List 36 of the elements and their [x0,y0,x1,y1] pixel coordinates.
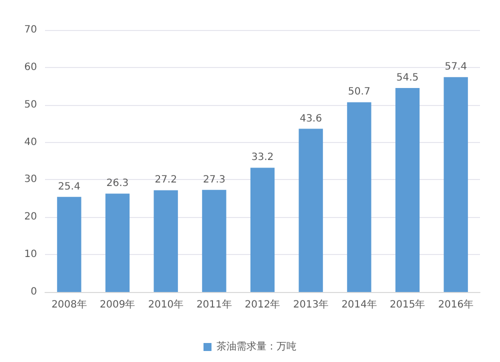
bar [154,190,178,292]
bar [202,190,226,292]
bar [105,194,130,292]
data-label: 50.7 [348,86,370,98]
x-tick-label: 2011年 [196,298,232,310]
x-tick-label: 2013年 [293,298,329,310]
x-tick-label: 2009年 [100,298,136,310]
bar [298,128,323,292]
bar [444,77,468,292]
data-label: 27.3 [203,174,226,186]
y-tick-label: 30 [24,174,37,186]
y-tick-label: 60 [24,62,37,73]
x-tick-label: 2016年 [438,298,474,310]
y-tick-label: 10 [24,249,37,260]
y-tick-label: 50 [24,99,37,110]
bar [250,168,275,292]
y-tick-label: 20 [24,212,37,223]
y-tick-label: 70 [24,24,37,36]
data-label: 26.3 [106,178,129,190]
data-label: 43.6 [300,113,322,124]
bar [347,102,372,292]
x-tick-label: 2008年 [51,298,87,310]
data-label: 25.4 [58,181,80,192]
data-label: 57.4 [444,62,467,73]
data-label: 33.2 [251,152,274,164]
x-tick-label: 2014年 [341,298,377,310]
x-tick-label: 2010年 [148,298,184,310]
data-label: 27.2 [154,174,177,186]
data-label: 54.5 [396,72,419,84]
bar [57,196,82,292]
legend-label: 茶油需求量：万吨 [216,340,296,352]
x-tick-label: 2015年 [390,298,426,310]
x-tick-label: 2012年 [244,298,280,310]
y-tick-label: 0 [30,286,37,298]
y-tick-label: 40 [24,136,37,148]
bar [395,88,420,292]
